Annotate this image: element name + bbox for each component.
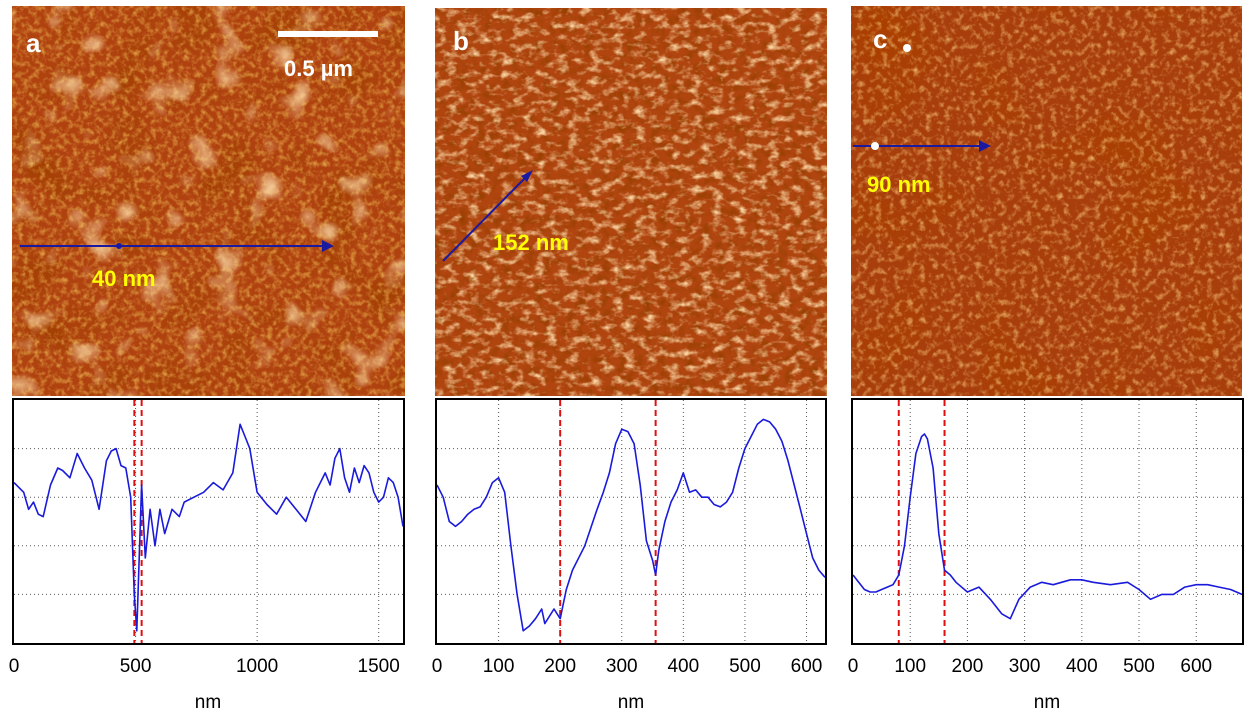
measure-label-b: 152 nm — [493, 230, 569, 255]
measure-label-c: 90 nm — [867, 172, 931, 197]
x-tick-label: 1500 — [357, 656, 400, 677]
afm-image-a: a 0.5 µm 40 nm — [12, 6, 405, 396]
profile-plot-c — [852, 400, 1243, 643]
x-tick-label: 500 — [729, 656, 761, 677]
x-tick-label: 1000 — [235, 656, 279, 677]
profile-plot-a — [13, 400, 404, 643]
arrowhead-a — [322, 240, 334, 252]
x-tick-label: 500 — [119, 656, 152, 677]
x-tick-label: 100 — [482, 656, 515, 677]
bright-spot — [903, 44, 911, 52]
panel-letter-c: c — [873, 24, 887, 54]
profile-line — [852, 433, 1243, 620]
panel-letter-b: b — [453, 26, 469, 56]
marker-dot-a — [116, 243, 122, 249]
scale-bar-label: 0.5 µm — [284, 56, 353, 81]
x-tick-label: 200 — [544, 656, 577, 677]
marker-dot-c — [871, 142, 879, 150]
profile-line — [436, 418, 826, 632]
x-tick-label: 200 — [951, 656, 984, 677]
afm-image-b: b 152 nm — [435, 8, 827, 396]
x-tick-label: 600 — [790, 656, 823, 677]
profile-chart-c — [851, 398, 1244, 645]
arrowhead-c — [979, 140, 991, 152]
x-tick-label: 0 — [431, 656, 443, 677]
measure-label-a: 40 nm — [92, 266, 156, 291]
profile-chart-b — [435, 398, 827, 645]
x-axis-label-c: nm — [1033, 692, 1061, 713]
x-tick-label: 300 — [605, 656, 638, 677]
x-tick-label: 300 — [1008, 656, 1041, 677]
panel-letter-a: a — [26, 28, 41, 58]
profile-chart-a — [12, 398, 405, 645]
x-axis-label-a: nm — [194, 692, 222, 713]
x-tick-label: 0 — [847, 656, 859, 677]
x-tick-label: 400 — [667, 656, 700, 677]
x-axis-label-b: nm — [617, 692, 645, 713]
x-tick-label: 500 — [1123, 656, 1155, 677]
profile-line — [13, 423, 404, 632]
profile-plot-b — [436, 400, 826, 643]
x-tick-label: 400 — [1065, 656, 1098, 677]
profile-arrow-b — [442, 175, 528, 262]
x-tick-label: 0 — [8, 656, 20, 677]
x-tick-label: 600 — [1180, 656, 1213, 677]
arrowhead-b — [521, 170, 533, 182]
afm-image-c: c 90 nm — [851, 6, 1242, 396]
x-tick-label: 100 — [894, 656, 927, 677]
